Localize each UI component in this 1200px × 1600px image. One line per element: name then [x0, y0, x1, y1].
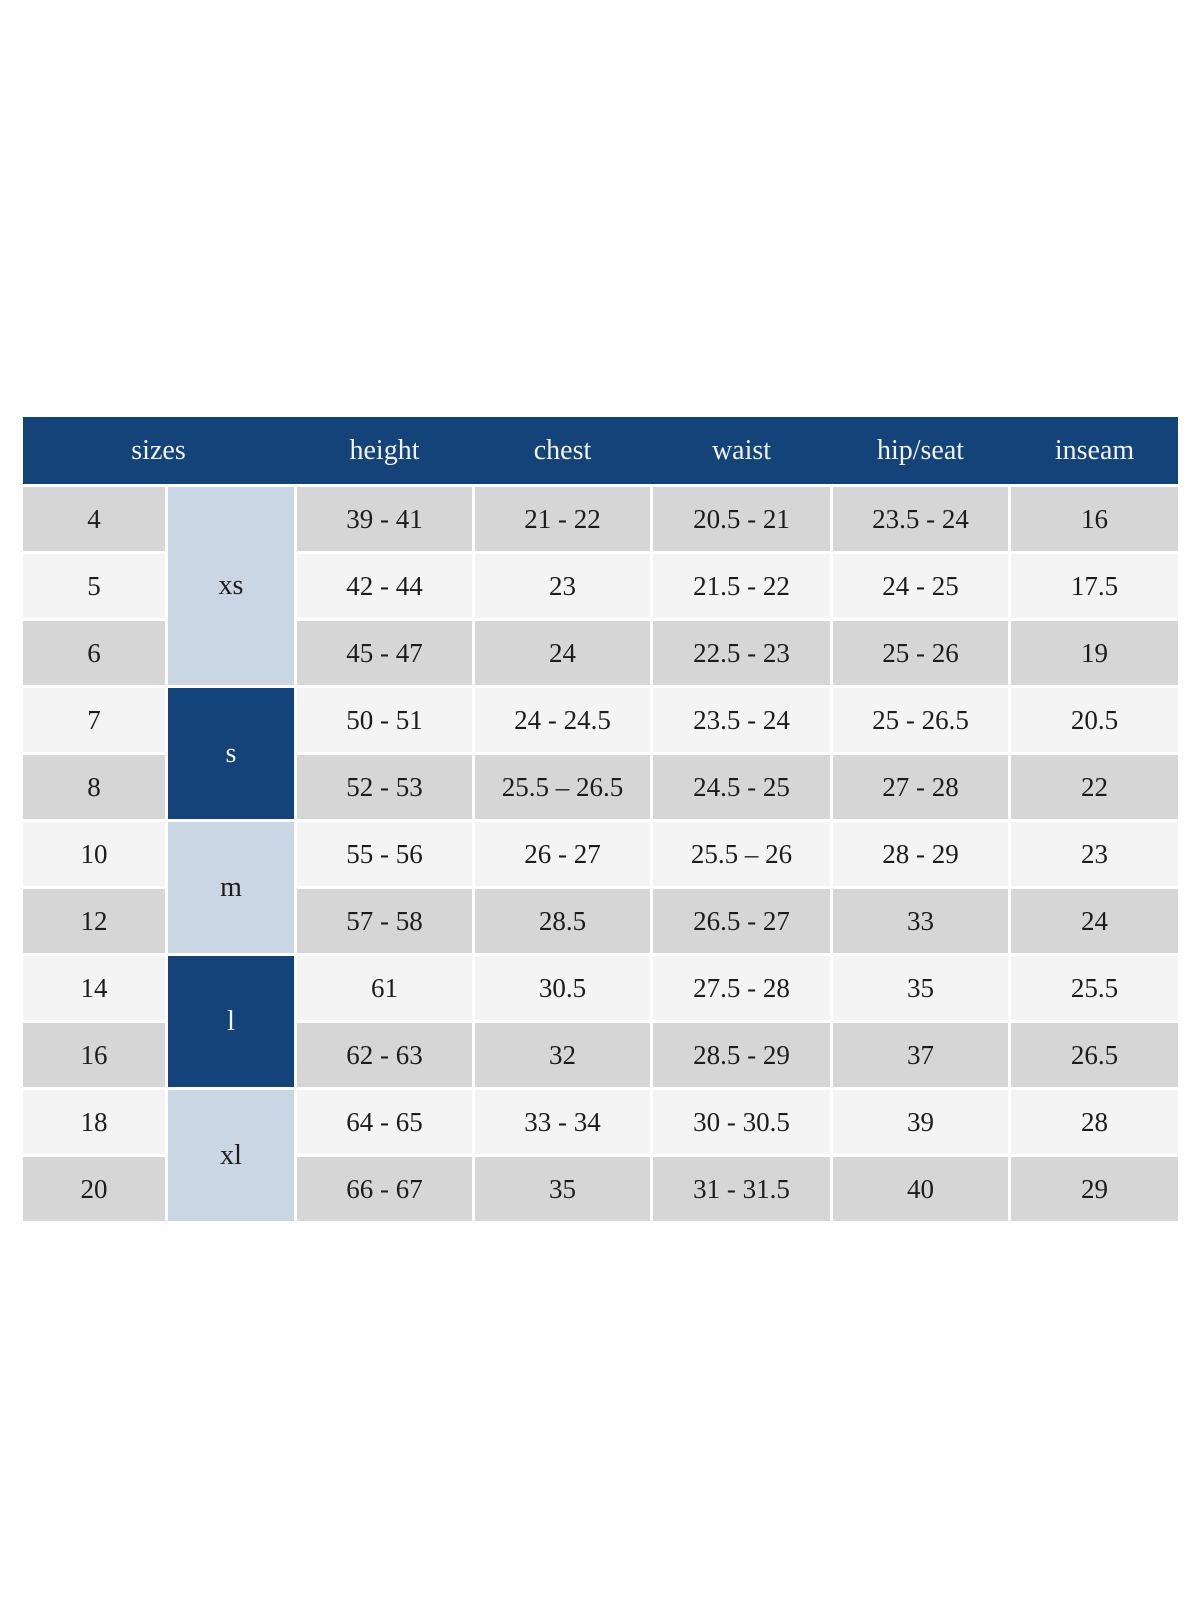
waist-cell: 31 - 31.5: [653, 1157, 830, 1221]
inseam-cell: 19: [1011, 621, 1178, 685]
column-header-waist: waist: [711, 435, 772, 466]
chest-cell: 23: [475, 554, 650, 618]
chest-cell: 33 - 34: [475, 1090, 650, 1154]
hip-cell: 33: [833, 889, 1008, 953]
height-cell: 45 - 47: [297, 621, 472, 685]
size-cell: 4: [23, 487, 165, 551]
group-cell-l: l: [168, 956, 294, 1087]
chest-cell: 28.5: [475, 889, 650, 953]
hip-cell: 25 - 26.5: [833, 688, 1008, 752]
size-cell: 8: [23, 755, 165, 819]
chest-cell: 24 - 24.5: [475, 688, 650, 752]
hip-cell: 28 - 29: [833, 822, 1008, 886]
height-cell: 55 - 56: [297, 822, 472, 886]
size-cell: 10: [23, 822, 165, 886]
inseam-cell: 22: [1011, 755, 1178, 819]
chest-cell: 32: [475, 1023, 650, 1087]
column-header-inseam: inseam: [1054, 435, 1135, 466]
group-cell-s: s: [168, 688, 294, 819]
height-cell: 57 - 58: [297, 889, 472, 953]
chest-cell: 35: [475, 1157, 650, 1221]
column-header-height: height: [349, 435, 420, 466]
height-cell: 52 - 53: [297, 755, 472, 819]
waist-cell: 30 - 30.5: [653, 1090, 830, 1154]
height-cell: 64 - 65: [297, 1090, 472, 1154]
inseam-cell: 24: [1011, 889, 1178, 953]
column-header-sizes: sizes: [131, 435, 186, 466]
inseam-cell: 23: [1011, 822, 1178, 886]
group-cell-xs: xs: [168, 487, 294, 685]
waist-cell: 22.5 - 23: [653, 621, 830, 685]
hip-cell: 24 - 25: [833, 554, 1008, 618]
height-cell: 61: [297, 956, 472, 1020]
size-cell: 20: [23, 1157, 165, 1221]
hip-cell: 25 - 26: [833, 621, 1008, 685]
size-cell: 6: [23, 621, 165, 685]
inseam-cell: 20.5: [1011, 688, 1178, 752]
inseam-cell: 28: [1011, 1090, 1178, 1154]
size-cell: 7: [23, 688, 165, 752]
height-cell: 42 - 44: [297, 554, 472, 618]
waist-cell: 20.5 - 21: [653, 487, 830, 551]
chest-cell: 21 - 22: [475, 487, 650, 551]
size-cell: 14: [23, 956, 165, 1020]
hip-cell: 39: [833, 1090, 1008, 1154]
inseam-cell: 25.5: [1011, 956, 1178, 1020]
size-chart-table: sizes height chest waist hip/seat inseam…: [23, 417, 1178, 1221]
waist-cell: 24.5 - 25: [653, 755, 830, 819]
group-cell-xl: xl: [168, 1090, 294, 1221]
waist-cell: 28.5 - 29: [653, 1023, 830, 1087]
group-cell-m: m: [168, 822, 294, 953]
size-cell: 18: [23, 1090, 165, 1154]
hip-cell: 23.5 - 24: [833, 487, 1008, 551]
waist-cell: 23.5 - 24: [653, 688, 830, 752]
chest-cell: 25.5 – 26.5: [475, 755, 650, 819]
chest-cell: 24: [475, 621, 650, 685]
chest-cell: 30.5: [475, 956, 650, 1020]
height-cell: 39 - 41: [297, 487, 472, 551]
size-cell: 12: [23, 889, 165, 953]
inseam-cell: 17.5: [1011, 554, 1178, 618]
inseam-cell: 16: [1011, 487, 1178, 551]
hip-cell: 37: [833, 1023, 1008, 1087]
column-header-chest: chest: [533, 435, 592, 466]
hip-cell: 40: [833, 1157, 1008, 1221]
height-cell: 62 - 63: [297, 1023, 472, 1087]
chest-cell: 26 - 27: [475, 822, 650, 886]
inseam-cell: 29: [1011, 1157, 1178, 1221]
height-cell: 50 - 51: [297, 688, 472, 752]
column-header-hip-seat: hip/seat: [876, 435, 965, 466]
height-cell: 66 - 67: [297, 1157, 472, 1221]
waist-cell: 25.5 – 26: [653, 822, 830, 886]
waist-cell: 26.5 - 27: [653, 889, 830, 953]
waist-cell: 27.5 - 28: [653, 956, 830, 1020]
waist-cell: 21.5 - 22: [653, 554, 830, 618]
hip-cell: 35: [833, 956, 1008, 1020]
hip-cell: 27 - 28: [833, 755, 1008, 819]
size-cell: 16: [23, 1023, 165, 1087]
size-cell: 5: [23, 554, 165, 618]
inseam-cell: 26.5: [1011, 1023, 1178, 1087]
table-header-row: sizes height chest waist hip/seat inseam: [23, 417, 1178, 484]
